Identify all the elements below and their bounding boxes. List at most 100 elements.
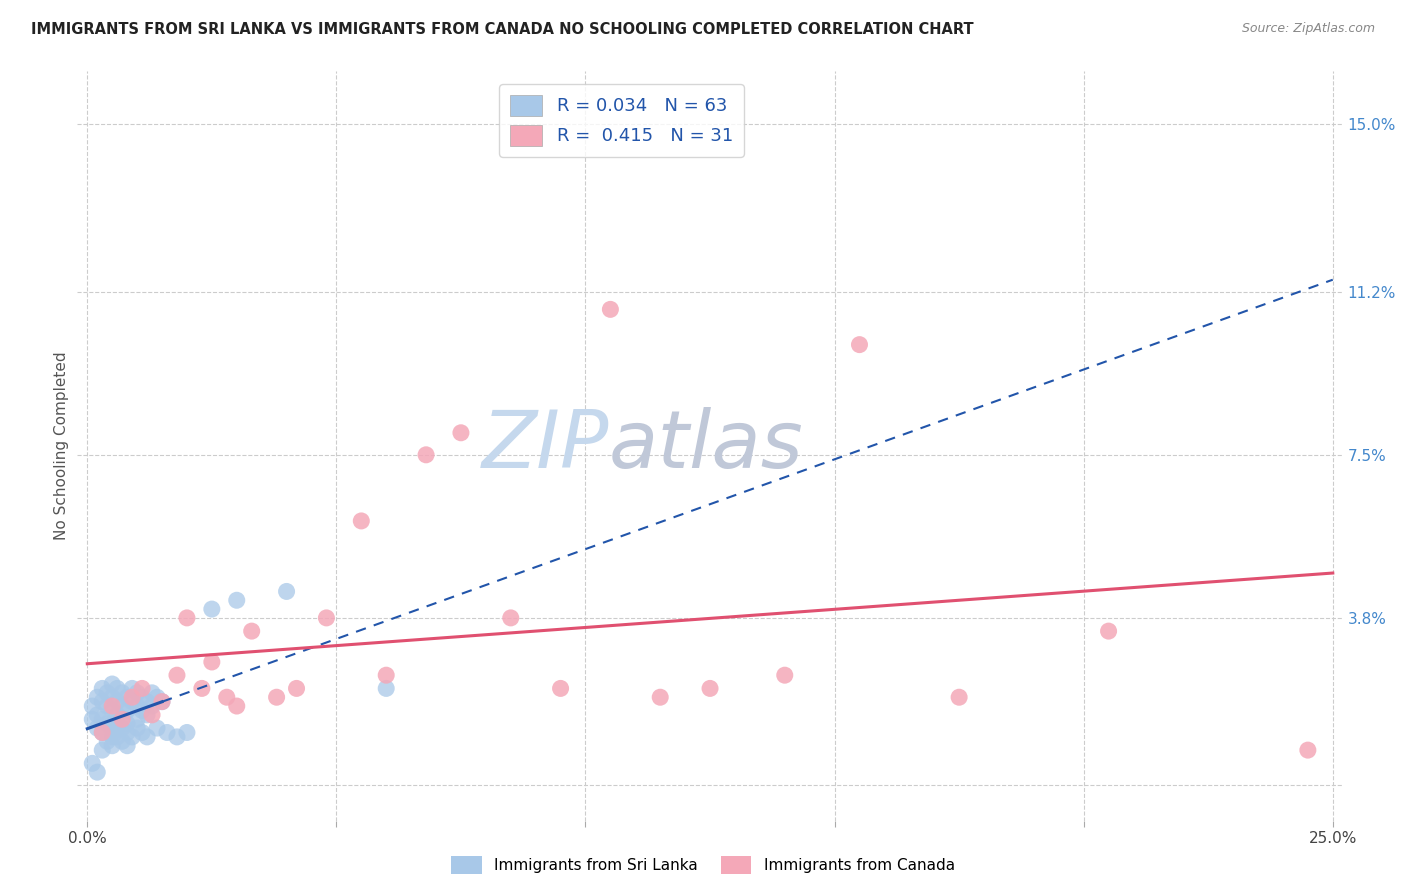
- Point: [276, 584, 298, 599]
- Point: [96, 716, 118, 731]
- Point: [150, 695, 173, 709]
- Point: [136, 707, 159, 722]
- Point: [146, 721, 169, 735]
- Point: [96, 699, 118, 714]
- Point: [91, 681, 114, 696]
- Point: [131, 690, 153, 705]
- Point: [141, 686, 163, 700]
- Point: [121, 690, 143, 705]
- Point: [91, 743, 114, 757]
- Point: [315, 611, 337, 625]
- Point: [131, 703, 153, 717]
- Point: [91, 695, 114, 709]
- Point: [91, 725, 114, 739]
- Y-axis label: No Schooling Completed: No Schooling Completed: [53, 351, 69, 541]
- Point: [699, 681, 721, 696]
- Point: [111, 712, 134, 726]
- Point: [105, 730, 128, 744]
- Point: [127, 712, 149, 726]
- Point: [115, 739, 138, 753]
- Point: [101, 703, 124, 717]
- Point: [150, 695, 173, 709]
- Point: [215, 690, 238, 705]
- Point: [141, 707, 163, 722]
- Point: [201, 602, 224, 616]
- Point: [86, 707, 108, 722]
- Point: [101, 690, 124, 705]
- Point: [131, 681, 153, 696]
- Point: [115, 725, 138, 739]
- Point: [82, 712, 104, 726]
- Legend: R = 0.034   N = 63, R =  0.415   N = 31: R = 0.034 N = 63, R = 0.415 N = 31: [499, 84, 744, 156]
- Point: [225, 699, 247, 714]
- Point: [375, 681, 398, 696]
- Point: [101, 725, 124, 739]
- Point: [82, 699, 104, 714]
- Point: [101, 699, 124, 714]
- Point: [86, 690, 108, 705]
- Point: [115, 703, 138, 717]
- Point: [101, 730, 124, 744]
- Point: [96, 734, 118, 748]
- Point: [111, 734, 134, 748]
- Point: [285, 681, 308, 696]
- Point: [121, 730, 143, 744]
- Point: [105, 681, 128, 696]
- Point: [91, 712, 114, 726]
- Point: [1296, 743, 1319, 757]
- Point: [166, 668, 188, 682]
- Text: IMMIGRANTS FROM SRI LANKA VS IMMIGRANTS FROM CANADA NO SCHOOLING COMPLETED CORRE: IMMIGRANTS FROM SRI LANKA VS IMMIGRANTS …: [31, 22, 973, 37]
- Point: [650, 690, 672, 705]
- Point: [450, 425, 472, 440]
- Point: [86, 721, 108, 735]
- Point: [225, 593, 247, 607]
- Point: [499, 611, 522, 625]
- Text: Source: ZipAtlas.com: Source: ZipAtlas.com: [1241, 22, 1375, 36]
- Point: [121, 695, 143, 709]
- Point: [136, 730, 159, 744]
- Legend: Immigrants from Sri Lanka, Immigrants from Canada: Immigrants from Sri Lanka, Immigrants fr…: [446, 850, 960, 880]
- Point: [599, 302, 621, 317]
- Point: [375, 668, 398, 682]
- Point: [773, 668, 796, 682]
- Point: [156, 725, 179, 739]
- Point: [848, 337, 870, 351]
- Point: [111, 699, 134, 714]
- Point: [111, 721, 134, 735]
- Point: [91, 725, 114, 739]
- Point: [86, 765, 108, 780]
- Point: [82, 756, 104, 771]
- Point: [176, 611, 198, 625]
- Point: [1097, 624, 1119, 639]
- Point: [127, 721, 149, 735]
- Point: [131, 725, 153, 739]
- Point: [96, 686, 118, 700]
- Point: [101, 739, 124, 753]
- Point: [136, 695, 159, 709]
- Point: [127, 686, 149, 700]
- Point: [266, 690, 288, 705]
- Point: [101, 677, 124, 691]
- Point: [176, 725, 198, 739]
- Point: [948, 690, 970, 705]
- Point: [115, 716, 138, 731]
- Point: [115, 690, 138, 705]
- Point: [101, 716, 124, 731]
- Point: [240, 624, 263, 639]
- Point: [105, 695, 128, 709]
- Point: [111, 686, 134, 700]
- Point: [141, 699, 163, 714]
- Point: [201, 655, 224, 669]
- Point: [415, 448, 437, 462]
- Point: [146, 690, 169, 705]
- Point: [127, 699, 149, 714]
- Point: [191, 681, 214, 696]
- Point: [111, 712, 134, 726]
- Point: [550, 681, 572, 696]
- Point: [166, 730, 188, 744]
- Point: [121, 681, 143, 696]
- Text: ZIP: ZIP: [481, 407, 609, 485]
- Point: [105, 721, 128, 735]
- Point: [105, 707, 128, 722]
- Point: [350, 514, 373, 528]
